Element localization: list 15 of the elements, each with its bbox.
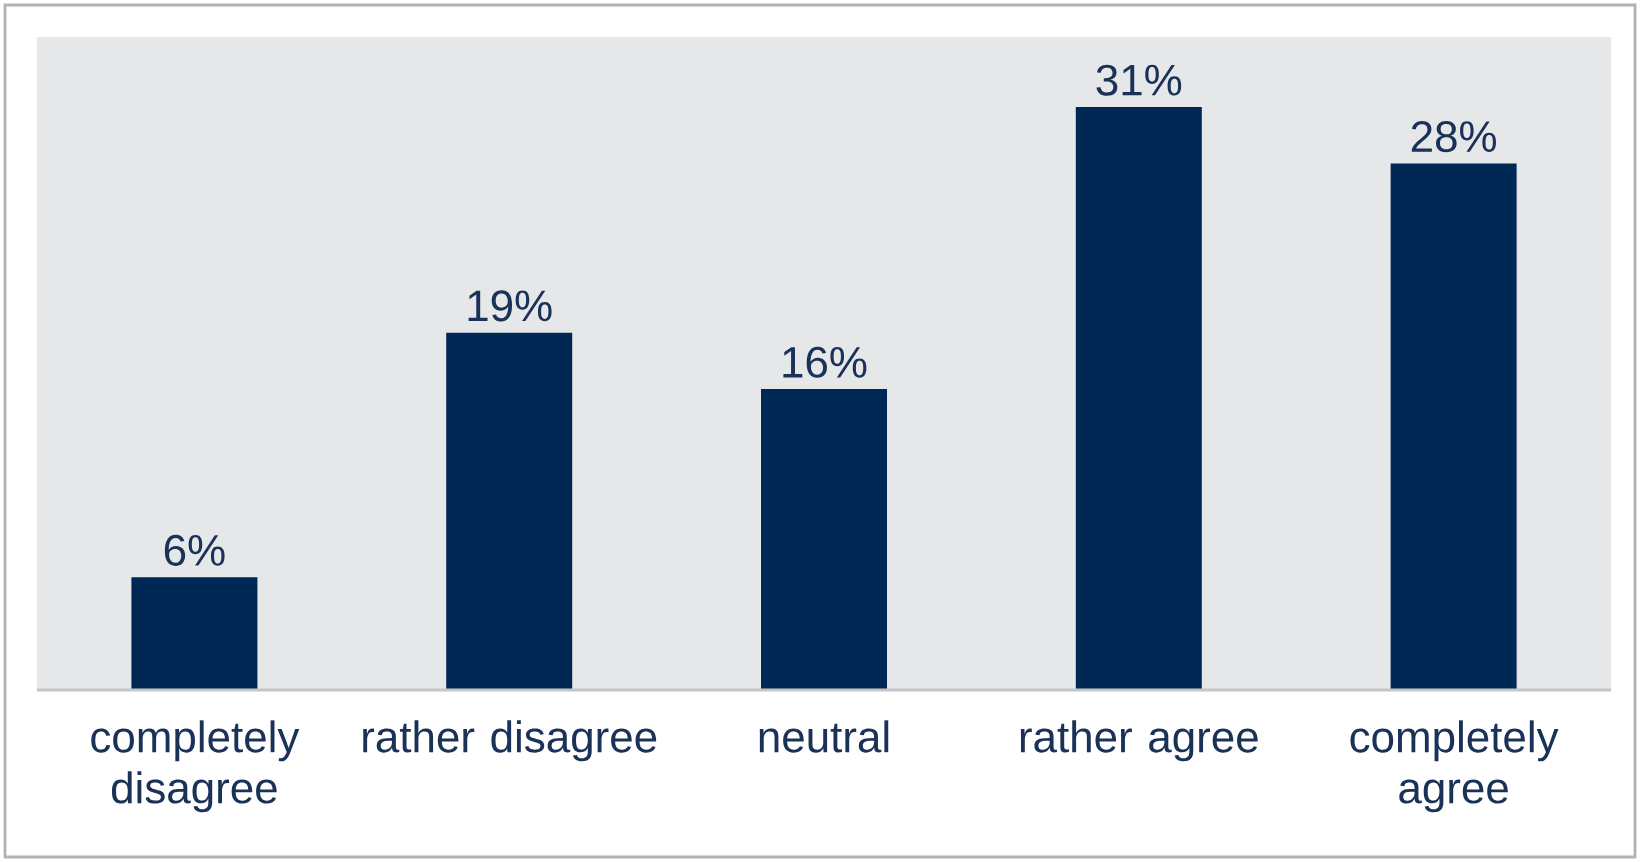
data-label: 31% [1096,64,1182,96]
x-tick-label: completely agree [1350,720,1559,813]
bar [1075,106,1202,691]
x-tick-label: rather disagree [363,720,657,762]
data-label: 16% [783,346,867,378]
bar [446,332,573,691]
x-tick-label: rather agree [1020,720,1258,762]
bar [761,389,888,691]
x-tick-label: neutral [759,720,889,753]
x-tick-label: completely disagree [91,720,300,813]
bar [131,577,258,691]
data-label: 6% [164,534,225,566]
bar [1390,163,1517,691]
data-label: 19% [468,290,552,322]
data-label: 28% [1411,121,1496,153]
